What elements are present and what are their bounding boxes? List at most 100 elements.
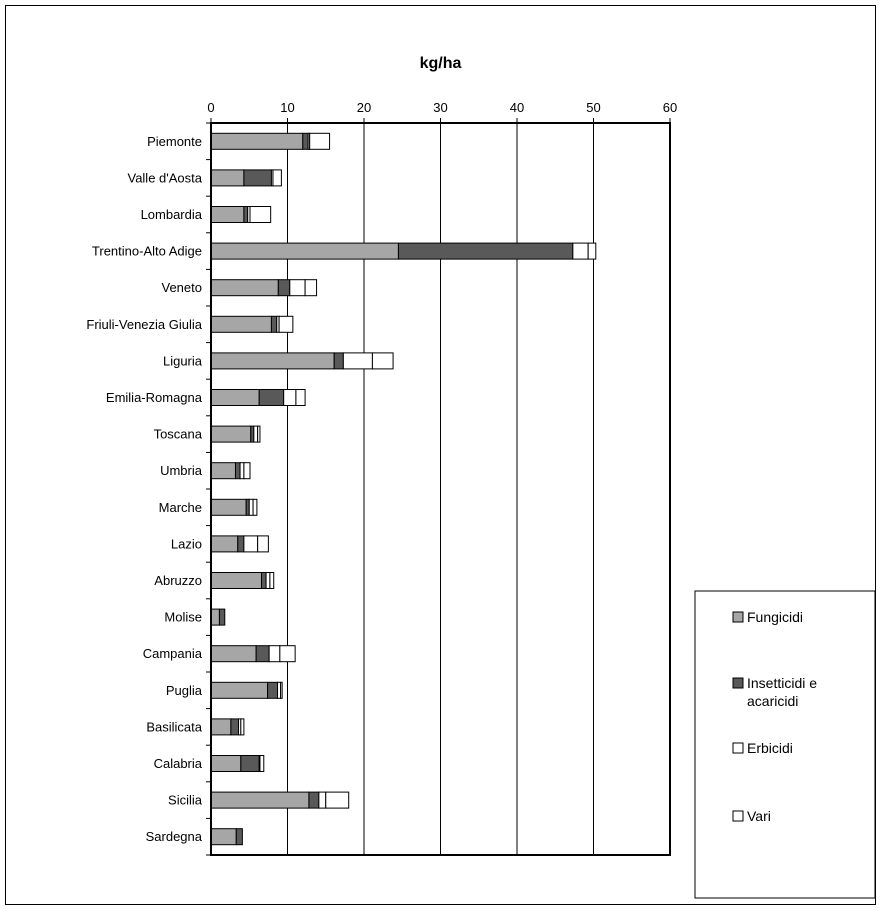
chart-frame: kg/ha 0 10 20 30 40 50 60 Piemonte Valle d'Aosta L… xyxy=(5,5,876,905)
bar-fungicidi xyxy=(210,828,237,846)
x-tick-label: 10 xyxy=(280,100,294,115)
category-label: Basilicata xyxy=(146,719,202,734)
bar-insetticidi-e-acaricidi xyxy=(260,572,267,589)
category-label: Sardegna xyxy=(146,829,203,844)
stacked-bar-chart: kg/ha 0 10 20 30 40 50 60 Piemonte Valle d'Aosta L… xyxy=(86,55,876,899)
category-label: Campania xyxy=(143,646,203,661)
bar-fungicidi xyxy=(210,718,232,736)
bar-fungicidi xyxy=(210,645,257,663)
bar-insetticidi-e-acaricidi xyxy=(333,352,344,370)
category-label: Umbria xyxy=(160,463,203,478)
bar-fungicidi xyxy=(210,572,262,589)
bar-erbicidi xyxy=(239,462,245,480)
bar-vari xyxy=(278,315,294,333)
bar-fungicidi xyxy=(210,755,242,772)
bar-insetticidi-e-acaricidi xyxy=(243,206,249,223)
bar-insetticidi-e-acaricidi xyxy=(258,389,285,406)
bar-fungicidi xyxy=(210,791,310,809)
bar-insetticidi-e-acaricidi xyxy=(277,279,291,297)
bar-vari xyxy=(295,389,306,406)
category-label: Toscana xyxy=(154,427,203,442)
legend-label: Erbicidi xyxy=(747,740,793,756)
bar-vari xyxy=(259,755,265,772)
bar-insetticidi-e-acaricidi xyxy=(255,645,270,663)
bar-fungicidi xyxy=(210,132,304,150)
bar-vari xyxy=(304,279,318,297)
bar-vari xyxy=(280,681,283,699)
bar-vari xyxy=(272,169,282,187)
bar-vari xyxy=(243,462,251,480)
bar-fungicidi xyxy=(210,608,220,626)
bar-vari xyxy=(587,242,597,260)
bar-fungicidi xyxy=(210,535,239,553)
x-tick-label: 20 xyxy=(357,100,371,115)
bar-vari xyxy=(257,535,269,553)
category-label: Valle d'Aosta xyxy=(127,170,202,185)
bar-erbicidi xyxy=(265,572,271,589)
bar-insetticidi-e-acaricidi xyxy=(397,242,574,260)
category-label: Friuli-Venezia Giulia xyxy=(86,317,202,332)
legend-label: Vari xyxy=(747,808,771,824)
category-label: Veneto xyxy=(162,280,203,295)
bar-vari xyxy=(240,718,245,736)
category-label: Abruzzo xyxy=(154,573,202,588)
bar-fungicidi xyxy=(210,315,272,333)
bar-fungicidi xyxy=(210,389,260,406)
bar-erbicidi xyxy=(253,425,259,443)
bar-fungicidi xyxy=(210,425,252,443)
bar-insetticidi-e-acaricidi xyxy=(302,132,309,150)
bar-fungicidi xyxy=(210,279,279,297)
bar-insetticidi-e-acaricidi xyxy=(235,828,243,846)
x-tick-label: 30 xyxy=(433,100,447,115)
bar-insetticidi-e-acaricidi xyxy=(234,462,241,480)
bar-fungicidi xyxy=(210,681,269,699)
legend-box xyxy=(694,590,876,899)
legend-label: Fungicidi xyxy=(747,609,803,625)
category-label: Piemonte xyxy=(147,134,202,149)
bar-insetticidi-e-acaricidi xyxy=(270,315,278,333)
bar-erbicidi xyxy=(248,498,254,516)
legend-swatch xyxy=(732,742,744,754)
legend-swatch xyxy=(732,810,744,822)
category-label: Emilia-Romagna xyxy=(106,390,203,405)
bar-vari xyxy=(269,572,275,589)
bar-vari xyxy=(325,791,350,809)
bar-fungicidi xyxy=(210,352,335,370)
bar-vari xyxy=(257,425,261,443)
bar-vari xyxy=(371,352,394,370)
category-label: Calabria xyxy=(154,756,203,771)
bar-vari xyxy=(249,206,272,223)
bar-erbicidi xyxy=(318,791,327,809)
bar-insetticidi-e-acaricidi xyxy=(267,681,279,699)
bar-insetticidi-e-acaricidi xyxy=(240,755,260,772)
category-label: Molise xyxy=(164,610,202,625)
legend-label-line2: acaricidi xyxy=(747,693,798,709)
bar-insetticidi-e-acaricidi xyxy=(243,169,272,187)
category-label: Sicilia xyxy=(168,793,203,808)
bar-insetticidi-e-acaricidi xyxy=(308,791,320,809)
bar-fungicidi xyxy=(210,498,247,516)
x-tick-label: 0 xyxy=(207,100,214,115)
bar-fungicidi xyxy=(210,169,245,187)
bar-vari xyxy=(252,498,258,516)
category-label: Puglia xyxy=(166,683,203,698)
legend-swatch xyxy=(732,677,744,689)
legend-swatch xyxy=(732,611,744,623)
x-tick-label: 50 xyxy=(586,100,600,115)
bar-erbicidi xyxy=(283,389,297,406)
x-tick-label: 40 xyxy=(510,100,524,115)
bar-vari xyxy=(309,132,331,150)
category-label: Trentino-Alto Adige xyxy=(92,244,202,259)
bar-erbicidi xyxy=(268,645,281,663)
legend-label: Insetticidi e xyxy=(747,675,817,691)
category-label: Marche xyxy=(159,500,202,515)
category-label: Lombardia xyxy=(141,207,203,222)
category-label: Liguria xyxy=(163,353,203,368)
bar-fungicidi xyxy=(210,206,245,223)
bar-fungicidi xyxy=(210,462,236,480)
plot-border xyxy=(210,122,671,856)
x-tick-label: 60 xyxy=(663,100,677,115)
bar-vari xyxy=(279,645,296,663)
bar-erbicidi xyxy=(342,352,373,370)
bar-insetticidi-e-acaricidi xyxy=(218,608,226,626)
